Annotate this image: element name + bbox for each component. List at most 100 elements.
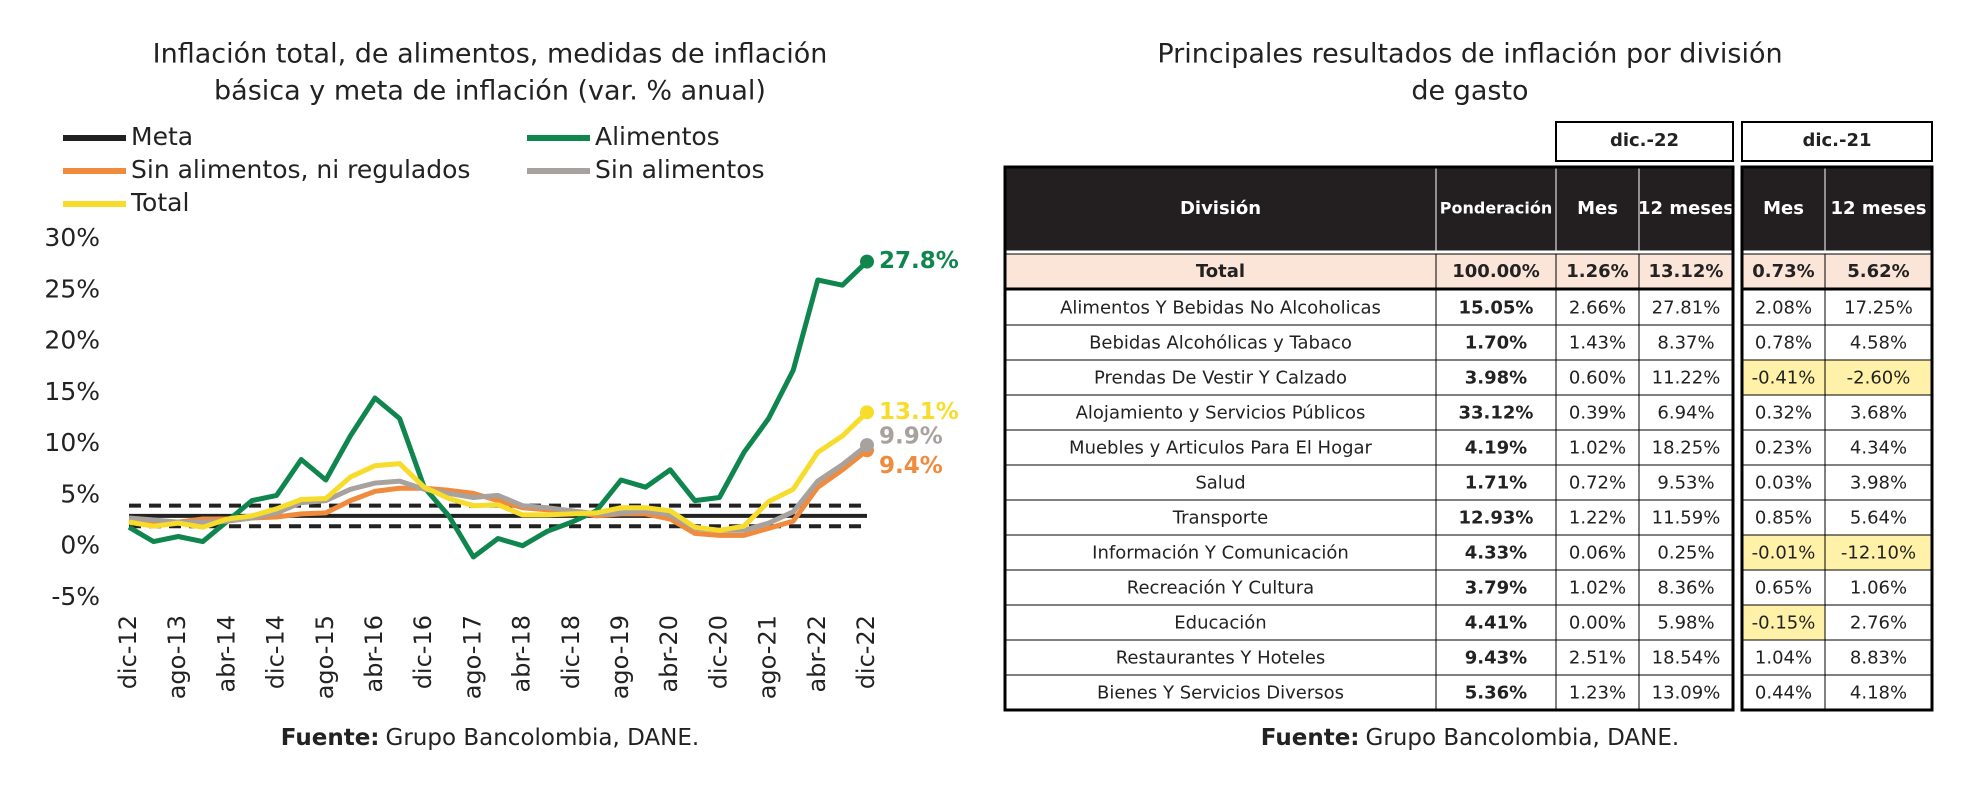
x-tick-label: dic-16 [409, 615, 437, 689]
cell-text: 2.76% [1850, 613, 1907, 634]
cell-text: 8.83% [1850, 648, 1907, 669]
table-cell [1435, 464, 1557, 501]
table-cell [1638, 394, 1734, 431]
cell-text: 0.25% [1657, 543, 1714, 564]
cell-text: 0.60% [1569, 368, 1626, 389]
x-tick-label: abr-16 [360, 615, 388, 692]
table-title: Principales resultados de inflación por … [1157, 39, 1782, 70]
cell-text: 0.32% [1755, 403, 1812, 424]
table-cell [1555, 639, 1640, 676]
x-tick-label: ago-17 [458, 615, 486, 699]
cell-text: Transporte [1172, 508, 1269, 529]
x-tick-label: dic-22 [852, 615, 880, 689]
cell-text: Bienes Y Servicios Diversos [1097, 683, 1344, 704]
table-block-border [1740, 165, 1934, 712]
table-cell [1004, 499, 1437, 536]
cell-text: -0.01% [1752, 543, 1816, 564]
cell-text: 27.81% [1652, 298, 1721, 319]
end-label: 13.1% [879, 399, 959, 425]
source-text: Grupo Bancolombia, DANE. [386, 725, 700, 751]
table-cell [1638, 289, 1734, 326]
group-header-cell [1555, 121, 1734, 162]
column-header: 12 meses [1831, 198, 1927, 219]
cell-text: 4.34% [1850, 438, 1907, 459]
cell-text: 100.00% [1452, 261, 1540, 282]
cell-text: 2.66% [1569, 298, 1626, 319]
cell-text: 15.05% [1459, 298, 1534, 319]
y-tick-label: 10% [44, 428, 100, 457]
header-cell [1638, 166, 1734, 252]
x-tick-label: abr-18 [508, 615, 536, 692]
y-tick-label: 15% [44, 377, 100, 406]
table-cell [1638, 604, 1734, 641]
table-cell [1555, 569, 1640, 606]
table-cell [1004, 569, 1437, 606]
cell-text: 1.23% [1569, 683, 1626, 704]
cell-text: 0.44% [1755, 683, 1812, 704]
cell-text: 1.26% [1566, 261, 1628, 282]
x-tick-label: ago-13 [163, 615, 191, 699]
cell-text: 0.85% [1755, 508, 1812, 529]
x-tick-label: dic-20 [704, 615, 732, 689]
cell-text: 4.58% [1850, 333, 1907, 354]
x-tick-label: dic-12 [114, 615, 142, 689]
table-cell [1435, 324, 1557, 361]
cell-text: 11.22% [1652, 368, 1721, 389]
table-cell [1435, 499, 1557, 536]
column-header: Mes [1763, 198, 1804, 219]
table-title: de gasto [1411, 76, 1528, 107]
cell-text: 33.12% [1459, 403, 1534, 424]
cell-text: 2.51% [1569, 648, 1626, 669]
group-header: dic.-21 [1802, 130, 1871, 151]
series-line [128, 448, 869, 538]
x-tick-label: dic-14 [262, 615, 290, 689]
y-tick-label: 0% [60, 531, 100, 560]
cell-text: Alimentos Y Bebidas No Alcoholicas [1060, 298, 1381, 319]
cell-text: 3.98% [1465, 368, 1527, 389]
cell-text: Prendas De Vestir Y Calzado [1094, 368, 1347, 389]
x-tick-label: ago-15 [311, 615, 339, 699]
table-cell [1004, 534, 1437, 571]
legend-label: Total [130, 188, 189, 217]
end-label: 27.8% [879, 248, 959, 274]
cell-text: 5.36% [1465, 683, 1527, 704]
source-label: Fuente: [281, 725, 380, 751]
end-label: 9.9% [879, 424, 943, 450]
cell-text: 1.02% [1569, 578, 1626, 599]
header-cell [1741, 166, 1826, 252]
cell-text: 0.00% [1569, 613, 1626, 634]
table-cell [1741, 394, 1826, 431]
cell-text: 17.25% [1844, 298, 1913, 319]
table-cell [1638, 464, 1734, 501]
legend-label: Sin alimentos [595, 155, 765, 184]
cell-text: 4.19% [1465, 438, 1527, 459]
table-cell [1435, 604, 1557, 641]
table-cell [1435, 639, 1557, 676]
table-cell [1824, 359, 1933, 396]
cell-text: 0.78% [1755, 333, 1812, 354]
cell-text: Muebles y Articulos Para El Hogar [1069, 438, 1373, 459]
cell-text: 11.59% [1652, 508, 1721, 529]
legend-label: Alimentos [595, 122, 720, 151]
cell-text: -2.60% [1847, 368, 1911, 389]
cell-text: 0.72% [1569, 473, 1626, 494]
table-cell [1435, 253, 1557, 289]
table-cell [1824, 394, 1933, 431]
cell-text: 1.04% [1755, 648, 1812, 669]
end-label: 9.4% [879, 453, 943, 479]
group-header-cell [1741, 121, 1933, 162]
y-tick-label: -5% [51, 582, 100, 611]
end-marker [860, 405, 874, 420]
table-cell [1435, 289, 1557, 326]
header-cell [1555, 166, 1640, 252]
group-header: dic.-22 [1610, 130, 1679, 151]
cell-text: 1.43% [1569, 333, 1626, 354]
x-tick-label: ago-19 [606, 615, 634, 699]
y-tick-label: 25% [44, 274, 100, 303]
table-cell [1555, 429, 1640, 466]
source-label: Fuente: [1261, 725, 1360, 751]
cell-text: 13.12% [1649, 261, 1724, 282]
cell-text: -0.41% [1752, 368, 1816, 389]
cell-text: 0.39% [1569, 403, 1626, 424]
cell-text: 3.98% [1850, 473, 1907, 494]
